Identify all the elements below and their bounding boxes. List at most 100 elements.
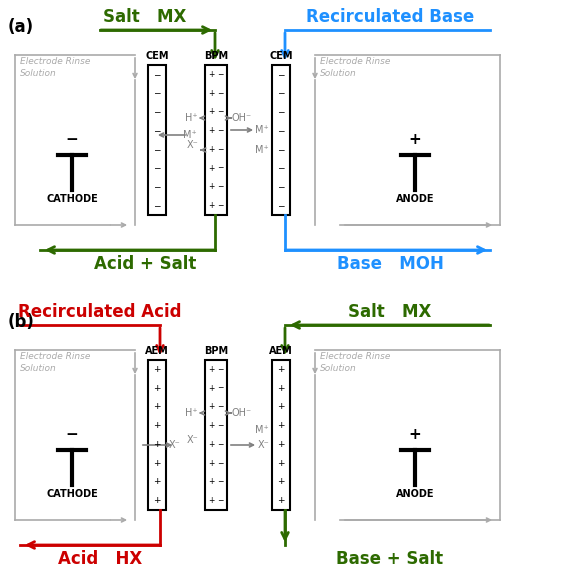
Text: −: − <box>278 183 285 191</box>
Text: +: + <box>208 88 215 98</box>
Text: −: − <box>217 459 224 467</box>
Text: −: − <box>153 70 161 79</box>
Text: Acid   HX: Acid HX <box>58 550 142 568</box>
Text: −: − <box>153 88 161 98</box>
Text: +: + <box>208 183 215 191</box>
Text: −: − <box>217 384 224 393</box>
Text: AEM: AEM <box>269 346 293 356</box>
Text: Electrode Rinse: Electrode Rinse <box>320 352 391 361</box>
Text: +: + <box>278 384 285 393</box>
Text: Salt   MX: Salt MX <box>103 8 187 26</box>
Text: −: − <box>217 126 224 135</box>
Text: +: + <box>153 477 161 486</box>
Text: +: + <box>208 365 215 374</box>
Text: −: − <box>278 126 285 135</box>
Text: M⁺: M⁺ <box>255 145 269 155</box>
Text: −: − <box>217 440 224 449</box>
Text: CEM: CEM <box>145 51 169 61</box>
Text: −: − <box>217 201 224 210</box>
Text: −: − <box>217 402 224 411</box>
Text: Electrode Rinse: Electrode Rinse <box>320 57 391 66</box>
Text: Solution: Solution <box>320 69 357 78</box>
Text: +: + <box>208 421 215 430</box>
Text: AEM: AEM <box>145 346 169 356</box>
Text: +: + <box>278 496 285 505</box>
Text: −: − <box>217 183 224 191</box>
Text: +: + <box>208 402 215 411</box>
Text: +: + <box>278 459 285 467</box>
Text: −: − <box>153 201 161 210</box>
Text: +: + <box>208 440 215 449</box>
Text: Recirculated Acid: Recirculated Acid <box>18 303 182 321</box>
Text: X⁻: X⁻ <box>186 435 198 445</box>
Text: CATHODE: CATHODE <box>46 194 98 204</box>
Text: M⁺: M⁺ <box>183 130 197 140</box>
Bar <box>272 65 290 215</box>
Text: CATHODE: CATHODE <box>46 489 98 499</box>
Text: BPM: BPM <box>204 346 228 356</box>
Text: −: − <box>153 145 161 154</box>
Text: +: + <box>208 108 215 116</box>
Text: −: − <box>153 108 161 116</box>
Text: −: − <box>278 108 285 116</box>
Text: +: + <box>153 402 161 411</box>
Text: +: + <box>208 384 215 393</box>
Text: +: + <box>278 440 285 449</box>
Text: OH⁻: OH⁻ <box>232 408 252 418</box>
Text: +: + <box>153 459 161 467</box>
Text: M⁺: M⁺ <box>255 425 269 435</box>
Text: −: − <box>217 70 224 79</box>
Text: +: + <box>278 421 285 430</box>
Text: M⁺: M⁺ <box>255 125 269 135</box>
Text: −: − <box>217 164 224 173</box>
Text: −: − <box>66 427 78 442</box>
Text: −: − <box>66 132 78 147</box>
Text: −: − <box>153 164 161 173</box>
Text: −: − <box>217 477 224 486</box>
Text: +: + <box>208 145 215 154</box>
Text: −: − <box>153 183 161 191</box>
Text: Electrode Rinse: Electrode Rinse <box>20 57 90 66</box>
Text: Base + Salt: Base + Salt <box>336 550 444 568</box>
Text: −: − <box>217 108 224 116</box>
Text: +: + <box>153 384 161 393</box>
Text: −: − <box>217 145 224 154</box>
Text: −: − <box>153 126 161 135</box>
Text: −: − <box>278 145 285 154</box>
Text: +: + <box>208 164 215 173</box>
Text: Base   MOH: Base MOH <box>336 255 444 273</box>
Text: +: + <box>153 496 161 505</box>
Text: +: + <box>278 365 285 374</box>
Bar <box>205 65 227 215</box>
Text: −: − <box>217 496 224 505</box>
Text: X⁻: X⁻ <box>258 440 270 450</box>
Text: −: − <box>278 164 285 173</box>
Text: +: + <box>278 477 285 486</box>
Text: +: + <box>278 402 285 411</box>
Text: Electrode Rinse: Electrode Rinse <box>20 352 90 361</box>
Text: (a): (a) <box>8 18 34 36</box>
Text: +: + <box>153 365 161 374</box>
Text: +: + <box>153 440 161 449</box>
Text: −: − <box>278 70 285 79</box>
Text: −: − <box>278 88 285 98</box>
Text: Solution: Solution <box>20 364 57 373</box>
Text: H⁺: H⁺ <box>186 408 198 418</box>
Text: ANODE: ANODE <box>396 194 435 204</box>
Text: −: − <box>217 365 224 374</box>
Text: +: + <box>208 126 215 135</box>
Text: Solution: Solution <box>320 364 357 373</box>
Bar <box>148 360 166 510</box>
Text: CEM: CEM <box>270 51 293 61</box>
Text: −: − <box>217 88 224 98</box>
Text: Solution: Solution <box>20 69 57 78</box>
Text: +: + <box>153 421 161 430</box>
Text: X⁻: X⁻ <box>186 140 198 150</box>
Text: −: − <box>217 421 224 430</box>
Text: +: + <box>409 132 421 147</box>
Text: +: + <box>208 70 215 79</box>
Text: +: + <box>208 459 215 467</box>
Text: Salt   MX: Salt MX <box>348 303 432 321</box>
Text: Recirculated Base: Recirculated Base <box>306 8 474 26</box>
Text: BPM: BPM <box>204 51 228 61</box>
